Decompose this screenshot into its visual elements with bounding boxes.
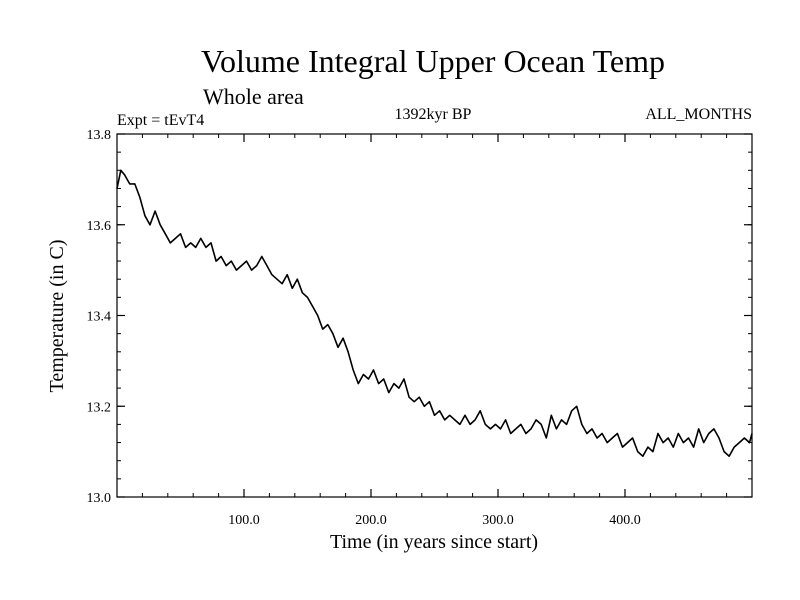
axis-tick-labels: 100.0 200.0 300.0 400.0 13.0 13.2 13.4 13.6 13.8 (87, 128, 641, 528)
y-tick-label: 13.2 (87, 400, 112, 415)
temperature-series-line (116, 169, 753, 457)
x-axis-label: Time (in years since start) (330, 531, 538, 553)
experiment-label: Expt = tEvT4 (117, 112, 204, 129)
months-label: ALL_MONTHS (645, 106, 752, 123)
period-label: 1392kyr BP (395, 106, 472, 123)
y-tick-label: 13.0 (87, 491, 112, 506)
plot-frame (116, 133, 753, 498)
x-tick-label: 400.0 (609, 513, 641, 528)
x-tick-label: 100.0 (228, 513, 260, 528)
y-axis-label: Temperature (in C) (46, 240, 68, 393)
chart-subtitle: Whole area (203, 84, 304, 109)
x-tick-label: 200.0 (355, 513, 387, 528)
y-tick-label: 13.6 (87, 219, 112, 234)
chart-title: Volume Integral Upper Ocean Temp (201, 43, 665, 79)
y-tick-label: 13.4 (87, 310, 112, 325)
y-tick-label: 13.8 (87, 128, 112, 143)
axis-ticks (117, 133, 752, 498)
plot-area: 100.0 200.0 300.0 400.0 13.0 13.2 13.4 13.6 13.8 (87, 128, 753, 528)
x-tick-label: 300.0 (482, 513, 514, 528)
